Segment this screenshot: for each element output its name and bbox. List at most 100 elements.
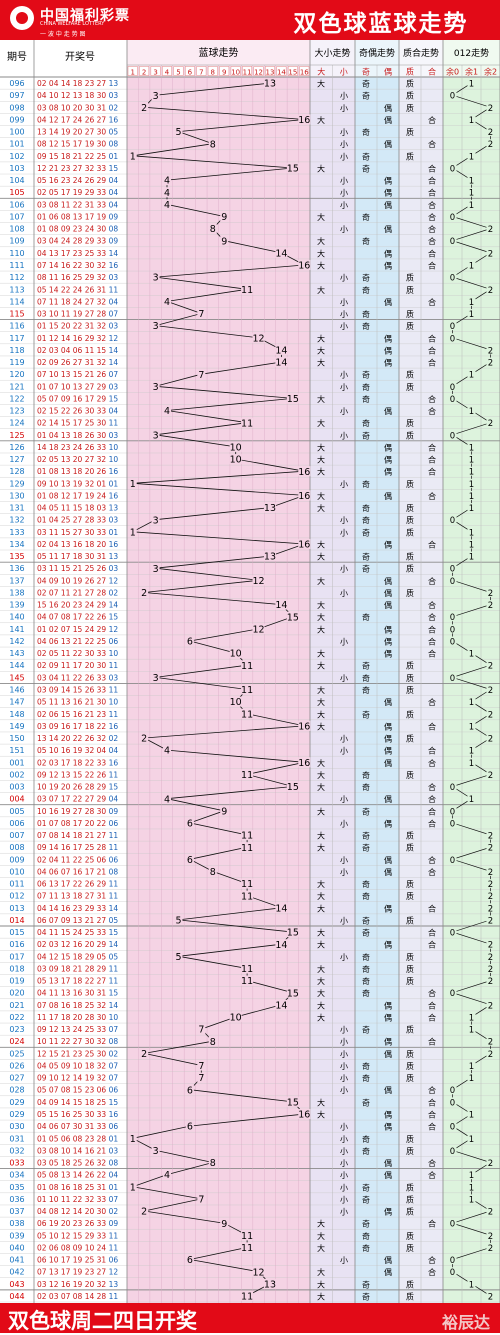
blue-ball: 01	[109, 479, 119, 488]
issue-number: 044	[9, 1292, 24, 1301]
even-mark: 偶	[384, 260, 392, 270]
blue-ball: 07	[109, 310, 119, 319]
blue-ball: 11	[109, 843, 119, 852]
blue-ball-trend-point: 2	[141, 1049, 147, 1060]
draw-numbers: 04 08 12 14 20 30 02	[37, 1207, 118, 1216]
odd-mark: 奇	[362, 1231, 370, 1241]
trend-point-bg	[275, 247, 288, 258]
blue-ball-trend-point: 16	[298, 758, 310, 769]
big-mark: 大	[317, 345, 325, 355]
blue-ball: 10	[109, 455, 119, 464]
odd-mark: 奇	[362, 1243, 370, 1253]
blue-ball: 15	[109, 613, 119, 622]
blue-ball-trend-point: 3	[153, 1146, 159, 1157]
mod3-cell-bg	[448, 163, 457, 173]
trend-point-bg	[185, 817, 194, 828]
even-mark: 偶	[384, 248, 392, 258]
trend-point-bg	[229, 441, 242, 452]
draw-numbers: 03 09 14 15 26 33 11	[37, 686, 118, 695]
issue-number: 116	[9, 322, 24, 331]
big-mark: 大	[317, 260, 325, 270]
composite-mark: 合	[428, 455, 436, 465]
composite-mark: 合	[428, 188, 436, 198]
trend-point-bg	[275, 357, 288, 368]
draw-numbers: 04 06 07 30 31 33 06	[37, 1122, 118, 1131]
red-balls: 09 14 16 17 25 28	[37, 843, 109, 852]
blue-number-cell	[150, 66, 161, 76]
big-mark: 大	[317, 1110, 325, 1120]
issue-number: 123	[9, 407, 24, 416]
mod3-value: 0	[450, 431, 455, 441]
blue-ball: 02	[109, 103, 119, 112]
issue-number: 100	[9, 128, 24, 137]
draw-numbers: 02 09 26 27 31 32 14	[37, 358, 118, 367]
page-title: 双色球蓝球走势	[293, 10, 469, 37]
blue-ball-trend-point: 14	[275, 358, 287, 369]
mod3-value: 0	[450, 322, 455, 332]
big-mark: 大	[317, 709, 325, 719]
mod3-value: 1	[469, 468, 474, 478]
composite-mark: 合	[428, 1000, 436, 1010]
oddeven-subheader: 偶	[384, 67, 392, 77]
mod3-cell-bg	[486, 1158, 495, 1168]
issue-number: 041	[9, 1256, 24, 1265]
primecomp-subheader: 质	[406, 67, 414, 77]
mod3-subheader: 余1	[465, 67, 478, 77]
issue-number: 096	[9, 79, 24, 88]
draw-numbers: 10 19 20 26 28 29 15	[37, 783, 118, 792]
red-balls: 05 16 23 24 26 29	[37, 176, 109, 185]
issue-number: 009	[9, 855, 24, 864]
mod3-value: 2	[488, 904, 493, 914]
issue-number: 039	[9, 1231, 24, 1240]
blue-ball: 03	[109, 564, 119, 573]
blue-ball-trend-point: 12	[252, 1267, 264, 1278]
draw-numbers: 05 13 17 18 22 27 11	[37, 977, 118, 986]
red-balls: 08 12 15 17 19 30	[37, 140, 109, 149]
big-mark: 大	[317, 964, 325, 974]
big-mark: 大	[317, 358, 325, 368]
small-mark: 小	[340, 1147, 348, 1156]
even-mark: 偶	[384, 115, 392, 125]
small-mark: 小	[340, 128, 348, 137]
blue-ball: 16	[109, 722, 119, 731]
small-mark: 小	[340, 1183, 348, 1192]
blue-ball-trend-point: 14	[275, 248, 287, 259]
trend-point-bg	[220, 211, 229, 222]
trend-point-bg	[197, 1072, 206, 1083]
trend-point-bg	[298, 538, 311, 549]
issue-number: 042	[9, 1268, 24, 1277]
draw-numbers: 04 05 09 10 18 32 07	[37, 1061, 118, 1070]
mod3-cell-bg	[448, 636, 457, 646]
red-balls: 10 16 19 27 28 30	[37, 807, 109, 816]
mod3-value: 1	[469, 1111, 474, 1121]
issue-number: 024	[9, 1037, 24, 1046]
red-balls: 02 05 11 22 30 33	[37, 649, 109, 658]
prime-mark: 质	[406, 1025, 414, 1035]
blue-ball-trend-point: 7	[198, 1073, 204, 1084]
trend-point-bg	[197, 1024, 206, 1035]
issue-number: 007	[9, 831, 24, 840]
blue-ball-trend-point: 11	[241, 1292, 253, 1303]
small-mark: 小	[340, 516, 348, 525]
red-balls: 05 11 17 18 30 31	[37, 552, 109, 561]
draw-numbers: 02 03 17 18 22 33 16	[37, 758, 118, 767]
draw-numbers: 02 04 13 16 18 20 16	[37, 540, 118, 549]
blue-ball: 03	[109, 322, 119, 331]
red-balls: 03 11 15 21 25 26	[37, 564, 109, 573]
mod3-cell-bg	[448, 430, 457, 440]
big-mark: 大	[317, 600, 325, 610]
blue-ball: 15	[109, 783, 119, 792]
small-mark: 小	[340, 1256, 348, 1265]
draw-numbers: 03 11 15 21 25 26 03	[37, 564, 118, 573]
draw-numbers: 06 07 09 13 21 27 05	[37, 916, 118, 925]
blue-ball-trend-point: 11	[241, 843, 253, 854]
big-mark: 大	[317, 697, 325, 707]
blue-number-header: 12	[254, 69, 263, 77]
odd-mark: 奇	[362, 309, 370, 319]
trend-point-bg	[241, 963, 254, 974]
draw-numbers: 13 14 20 22 26 32 02	[37, 734, 118, 743]
trend-point-bg	[263, 1278, 276, 1289]
mod3-value: 1	[469, 722, 474, 732]
composite-mark: 合	[428, 163, 436, 173]
blue-ball: 01	[109, 1134, 119, 1143]
